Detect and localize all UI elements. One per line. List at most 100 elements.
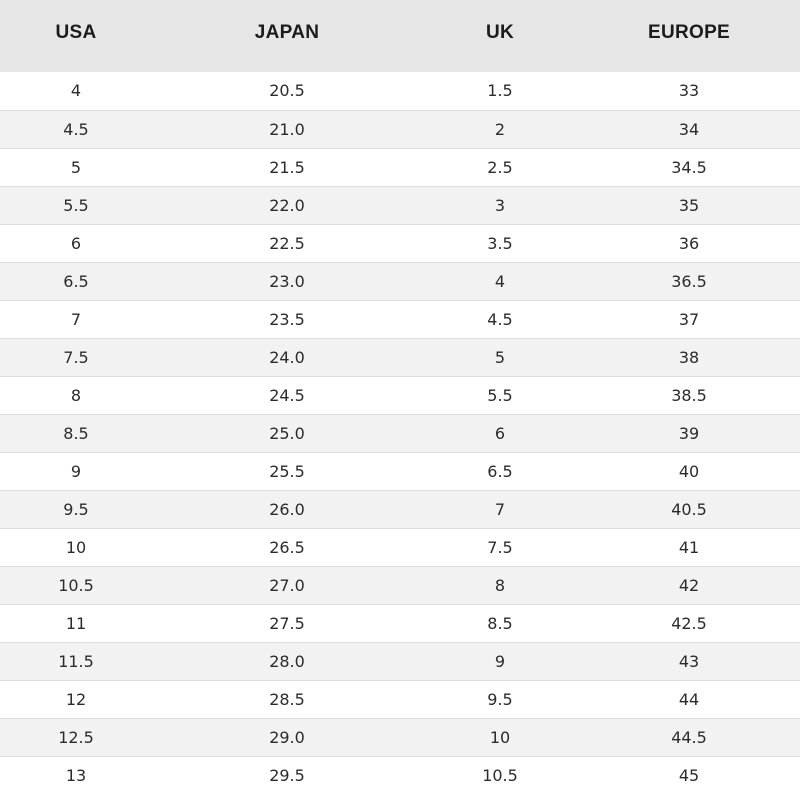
- cell-japan: 26.5: [152, 527, 422, 566]
- cell-japan: 21.0: [152, 109, 422, 148]
- cell-europe: 38.5: [578, 375, 800, 414]
- cell-europe: 36: [578, 223, 800, 262]
- cell-japan: 28.0: [152, 641, 422, 680]
- cell-japan: 22.5: [152, 223, 422, 262]
- header-row: USA JAPAN UK EUROPE: [0, 0, 800, 72]
- cell-europe: 36.5: [578, 261, 800, 300]
- cell-usa: 12.5: [0, 717, 152, 756]
- cell-japan: 29.5: [152, 755, 422, 794]
- table-row: 11 27.5 8.5 42.5: [0, 603, 800, 642]
- cell-usa: 6: [0, 223, 152, 262]
- cell-japan: 23.5: [152, 299, 422, 338]
- table-row: 7 23.5 4.5 37: [0, 299, 800, 338]
- table-row: 4 20.5 1.5 33: [0, 72, 800, 110]
- cell-uk: 8.5: [422, 603, 578, 642]
- table-row: 8 24.5 5.5 38.5: [0, 375, 800, 414]
- table-row: 7.5 24.0 5 38: [0, 337, 800, 376]
- cell-usa: 7.5: [0, 337, 152, 376]
- cell-usa: 11.5: [0, 641, 152, 680]
- cell-usa: 10: [0, 527, 152, 566]
- cell-uk: 2.5: [422, 147, 578, 186]
- cell-uk: 4: [422, 261, 578, 300]
- table-row: 6 22.5 3.5 36: [0, 223, 800, 262]
- cell-europe: 41: [578, 527, 800, 566]
- cell-uk: 7: [422, 489, 578, 528]
- table-row: 4.5 21.0 2 34: [0, 109, 800, 148]
- cell-europe: 44: [578, 679, 800, 718]
- cell-usa: 9: [0, 451, 152, 490]
- cell-europe: 37: [578, 299, 800, 338]
- column-header-japan: JAPAN: [254, 22, 320, 43]
- table-row: 5 21.5 2.5 34.5: [0, 147, 800, 186]
- cell-europe: 39: [578, 413, 800, 452]
- cell-europe: 44.5: [578, 717, 800, 756]
- table-row: 10 26.5 7.5 41: [0, 527, 800, 566]
- cell-japan: 23.0: [152, 261, 422, 300]
- cell-japan: 25.5: [152, 451, 422, 490]
- cell-japan: 26.0: [152, 489, 422, 528]
- table-row: 9.5 26.0 7 40.5: [0, 489, 800, 528]
- table-row: 11.5 28.0 9 43: [0, 641, 800, 680]
- cell-uk: 5.5: [422, 375, 578, 414]
- cell-uk: 2: [422, 109, 578, 148]
- cell-usa: 11: [0, 603, 152, 642]
- cell-europe: 35: [578, 185, 800, 224]
- column-header-europe: EUROPE: [647, 22, 731, 43]
- cell-japan: 29.0: [152, 717, 422, 756]
- column-header-usa: USA: [55, 22, 97, 43]
- cell-uk: 10: [422, 717, 578, 756]
- cell-uk: 5: [422, 337, 578, 376]
- cell-usa: 8.5: [0, 413, 152, 452]
- cell-uk: 6.5: [422, 451, 578, 490]
- cell-uk: 4.5: [422, 299, 578, 338]
- cell-japan: 20.5: [269, 81, 305, 101]
- table-row: 6.5 23.0 4 36.5: [0, 261, 800, 300]
- cell-japan: 27.5: [152, 603, 422, 642]
- cell-uk: 7.5: [422, 527, 578, 566]
- cell-europe: 45: [578, 755, 800, 794]
- cell-japan: 22.0: [152, 185, 422, 224]
- cell-uk: 9.5: [422, 679, 578, 718]
- cell-usa: 10.5: [0, 565, 152, 604]
- cell-usa: 5: [0, 147, 152, 186]
- cell-europe: 33: [678, 81, 700, 101]
- cell-japan: 27.0: [152, 565, 422, 604]
- cell-japan: 28.5: [152, 679, 422, 718]
- cell-japan: 24.5: [152, 375, 422, 414]
- cell-uk: 3.5: [422, 223, 578, 262]
- cell-usa: 6.5: [0, 261, 152, 300]
- cell-europe: 42: [578, 565, 800, 604]
- cell-europe: 40.5: [578, 489, 800, 528]
- cell-usa: 5.5: [0, 185, 152, 224]
- cell-japan: 25.0: [152, 413, 422, 452]
- cell-uk: 8: [422, 565, 578, 604]
- cell-usa: 7: [0, 299, 152, 338]
- table-row: 9 25.5 6.5 40: [0, 451, 800, 490]
- table-row: 12.5 29.0 10 44.5: [0, 717, 800, 756]
- cell-europe: 43: [578, 641, 800, 680]
- cell-europe: 34.5: [578, 147, 800, 186]
- cell-uk: 3: [422, 185, 578, 224]
- cell-usa: 4: [70, 81, 82, 101]
- cell-uk: 9: [422, 641, 578, 680]
- cell-usa: 9.5: [0, 489, 152, 528]
- table-row: 12 28.5 9.5 44: [0, 679, 800, 718]
- cell-japan: 21.5: [152, 147, 422, 186]
- cell-usa: 4.5: [0, 109, 152, 148]
- table-row: 5.5 22.0 3 35: [0, 185, 800, 224]
- table-header: USA JAPAN UK EUROPE: [0, 0, 800, 72]
- table-body: 4 20.5 1.5 33 4.5 21.0 2 34 5 21.5 2.5 34.5 5.5 22.0 3…: [0, 72, 800, 794]
- cell-uk: 10.5: [422, 755, 578, 794]
- cell-europe: 40: [578, 451, 800, 490]
- table-row: 8.5 25.0 6 39: [0, 413, 800, 452]
- cell-uk: 6: [422, 413, 578, 452]
- cell-usa: 13: [0, 755, 152, 794]
- cell-europe: 42.5: [578, 603, 800, 642]
- cell-europe: 34: [578, 109, 800, 148]
- cell-usa: 12: [0, 679, 152, 718]
- cell-usa: 8: [0, 375, 152, 414]
- cell-japan: 24.0: [152, 337, 422, 376]
- table-row: 13 29.5 10.5 45: [0, 755, 800, 794]
- column-header-uk: UK: [485, 22, 515, 43]
